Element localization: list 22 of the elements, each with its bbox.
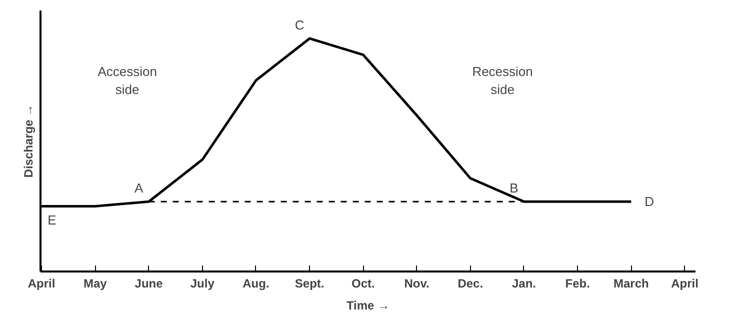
x-tick-label: Jan. xyxy=(512,276,536,290)
x-tick-label: Feb. xyxy=(565,276,590,290)
x-tick-label: July xyxy=(190,276,215,290)
annotation: B xyxy=(510,180,518,196)
annotation: D xyxy=(644,194,654,210)
annotation: Recession side xyxy=(472,64,533,97)
x-axis-title: Time → xyxy=(346,298,390,312)
x-tick-label: Dec. xyxy=(458,276,484,290)
x-tick-label: April xyxy=(671,276,698,290)
annotation: C xyxy=(294,17,304,32)
x-tick-label: Oct. xyxy=(352,276,375,290)
annotation: Accession side xyxy=(98,64,157,97)
x-tick-label: May xyxy=(84,276,108,290)
annotation: A xyxy=(134,180,144,196)
x-tick-label: Sept. xyxy=(294,276,324,290)
x-tick-label: Nov. xyxy=(404,276,430,290)
annotation: E xyxy=(48,212,57,228)
x-tick-label: March xyxy=(614,276,649,290)
x-tick-label: June xyxy=(134,276,164,290)
x-tick-label: Aug. xyxy=(242,276,270,290)
x-tick-label: April xyxy=(28,276,56,290)
y-axis-title: Discharge → xyxy=(22,104,36,178)
